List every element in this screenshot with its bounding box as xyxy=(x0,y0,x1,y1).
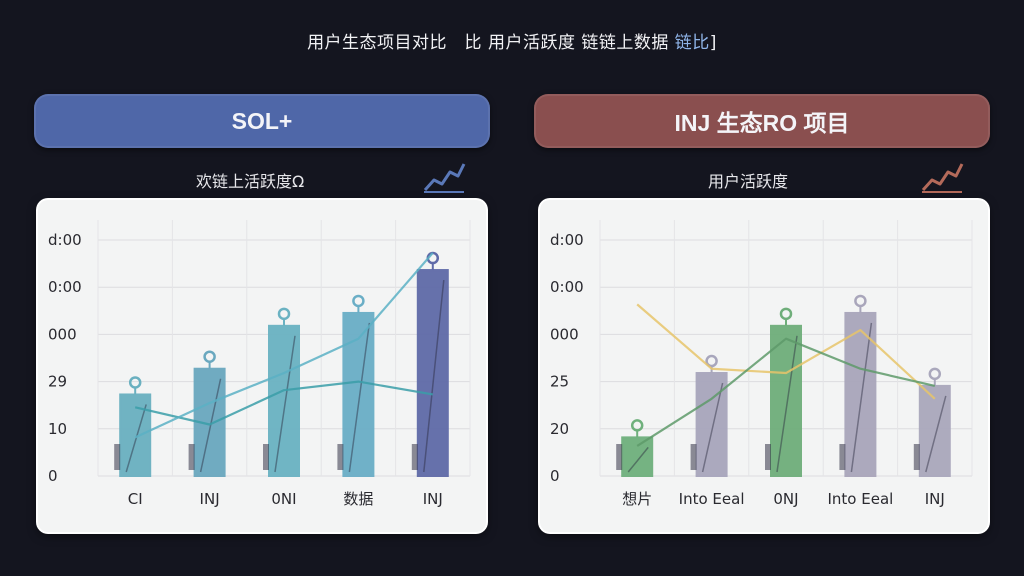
bar-shadow xyxy=(765,444,771,470)
panel-header-left: SOL+ xyxy=(34,94,490,148)
y-tick-label: 10 xyxy=(48,420,67,438)
y-tick-label: 000 xyxy=(550,325,579,343)
bar-marker xyxy=(128,376,142,389)
x-tick-label: 想片 xyxy=(622,490,652,508)
y-tick-label: 29 xyxy=(48,373,67,391)
y-tick-label: 0:00 xyxy=(48,278,82,296)
y-tick-label: 25 xyxy=(550,373,569,391)
bar xyxy=(268,324,300,478)
bar-marker xyxy=(203,350,216,363)
chart-card-left: 0 10 29 000 0:00 d:00 CI INJ 0NI 数据 INJ xyxy=(38,200,486,532)
bar xyxy=(342,311,375,478)
bar-shadow xyxy=(690,444,697,470)
y-tick-label: 0 xyxy=(550,467,560,485)
bar-chart-left: 0 10 29 000 0:00 d:00 CI INJ 0NI 数据 INJ xyxy=(48,220,471,508)
chart-subtitle-left: 欢链上活跃度Ω xyxy=(196,172,305,191)
bar-hatch xyxy=(423,279,445,473)
series-line xyxy=(134,252,434,439)
bar-shadow xyxy=(263,444,269,470)
bar-hatch xyxy=(925,395,947,473)
bar xyxy=(770,324,802,478)
bar-shadow xyxy=(411,444,418,470)
bar-hatch xyxy=(274,335,296,473)
page-title-bracket: ] xyxy=(709,33,717,53)
bar-hatch xyxy=(776,335,798,473)
trend-chart-icon xyxy=(921,163,964,193)
x-tick-label: Into Eeal xyxy=(679,490,745,508)
bar-marker xyxy=(854,294,867,308)
series-line xyxy=(134,380,433,426)
page-title: 用户生态项目对比 比 用户活跃度 链链上数据 链比] xyxy=(0,28,1024,53)
bar-marker xyxy=(779,307,793,321)
bar xyxy=(416,269,449,477)
bar xyxy=(119,393,152,478)
bar-shadow xyxy=(188,444,195,470)
x-tick-label: INJ xyxy=(925,490,945,508)
bar-chart-right: 0 20 25 000 0:00 d:00 想片 Into Eeal 0NJ Into Eeal I… xyxy=(550,220,973,508)
bar-shadow xyxy=(616,444,623,470)
panel-header-right: INJ 生态RO 项目 xyxy=(534,94,990,148)
bar-hatch xyxy=(701,382,724,473)
y-tick-label: 20 xyxy=(550,420,569,438)
y-tick-label: d:00 xyxy=(48,231,82,249)
chart-card-right: 0 20 25 000 0:00 d:00 想片 Into Eeal 0NJ Into Eeal I… xyxy=(540,200,988,532)
bar-hatch xyxy=(627,446,649,473)
y-tick-label: 0:00 xyxy=(550,278,584,296)
x-tick-label: 0NJ xyxy=(773,490,798,508)
x-tick-label: Into Eeal xyxy=(827,490,893,508)
y-tick-label: d:00 xyxy=(550,231,584,249)
bar-hatch xyxy=(199,378,222,473)
bar-shadow xyxy=(337,444,344,470)
x-tick-label: 数据 xyxy=(343,490,373,508)
bar xyxy=(918,384,951,478)
series-line xyxy=(636,303,936,400)
trend-chart-icon xyxy=(423,163,466,193)
bar-marker xyxy=(277,307,291,321)
bar-shadow xyxy=(913,444,920,470)
y-tick-label: 000 xyxy=(48,325,77,343)
bar-hatch xyxy=(850,322,873,473)
x-tick-label: INJ xyxy=(423,490,443,508)
x-tick-label: INJ xyxy=(200,490,220,508)
chart-subtitle-right: 用户活跃度 xyxy=(708,172,789,191)
x-tick-label: 0NI xyxy=(271,490,296,508)
bar-hatch xyxy=(348,322,371,473)
page-title-accent: 链比 xyxy=(674,33,710,53)
bar-marker xyxy=(928,367,942,381)
page-title-main: 用户生态项目对比 比 用户活跃度 链链上数据 xyxy=(307,33,669,53)
bar-hatch xyxy=(125,404,147,473)
y-tick-label: 0 xyxy=(48,467,58,485)
x-tick-label: CI xyxy=(128,490,143,508)
bar xyxy=(621,436,654,478)
series-line xyxy=(636,337,936,447)
bar-shadow xyxy=(114,444,121,470)
bar-marker xyxy=(352,294,365,308)
bar-shadow xyxy=(839,444,846,470)
